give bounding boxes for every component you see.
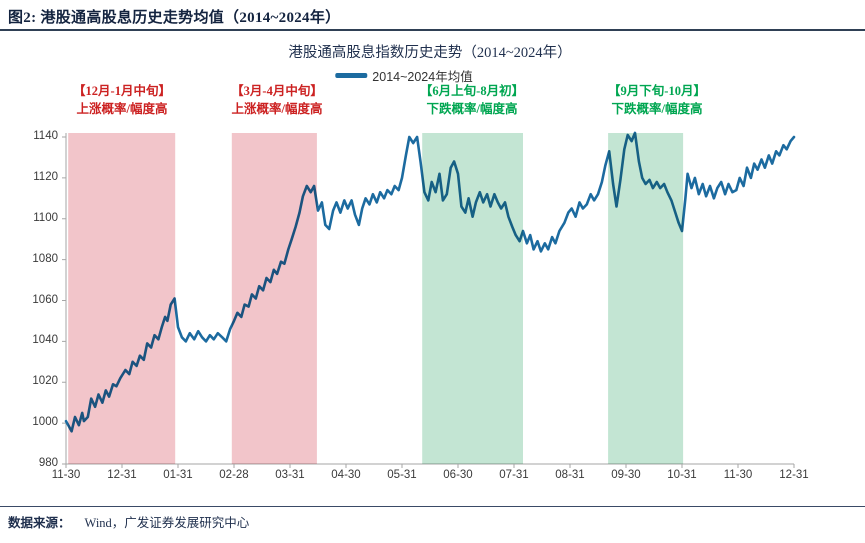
axis-frame (62, 133, 795, 468)
x-tick-label: 02-28 (219, 469, 249, 481)
annotation-period: 【3月-4月中旬】 (231, 84, 323, 98)
figure-title: 图2: 港股通高股息历史走势均值（2014~2024年） (8, 10, 341, 26)
y-tick-label: 1100 (33, 211, 58, 224)
annotation-note: 上涨概率/幅度高 (231, 102, 323, 116)
legend-line-swatch (335, 73, 368, 78)
annotation-fall-jun-aug: 【6月上旬-8月初】 下跌概率/幅度高 (420, 82, 524, 118)
shaded-band-fall (422, 133, 523, 464)
y-tick-label: 1000 (32, 416, 58, 429)
data-source: 数据来源： Wind，广发证券发展研究中心 (8, 512, 249, 531)
x-tick-label: 04-30 (331, 469, 361, 481)
x-tick-label: 08-31 (555, 469, 585, 481)
y-tick-label: 1060 (32, 293, 58, 306)
y-tick-label: 1140 (33, 130, 58, 142)
annotation-rise-mar-apr: 【3月-4月中旬】 上涨概率/幅度高 (231, 82, 323, 118)
y-tick-label: 1020 (32, 375, 58, 388)
y-tick-label: 1080 (32, 252, 58, 265)
legend-label: 2014~2024年均值 (372, 70, 473, 84)
x-tick-label: 11-30 (51, 469, 81, 481)
annotation-rise-dec-jan: 【12月-1月中旬】 上涨概率/幅度高 (73, 82, 171, 118)
x-tick-label: 09-30 (611, 469, 641, 481)
annotation-note: 下跌概率/幅度高 (611, 102, 703, 116)
x-tick-label: 12-31 (107, 469, 137, 481)
legend: 2014~2024年均值 (335, 66, 473, 85)
x-tick-label: 03-31 (275, 469, 305, 481)
x-tick-label: 06-30 (443, 469, 473, 481)
shaded-band-fall (608, 133, 684, 464)
annotation-period: 【9月下旬-10月】 (608, 84, 706, 98)
y-tick-label: 1040 (32, 334, 58, 347)
x-tick-label: 07-31 (499, 469, 529, 481)
footer-divider (0, 506, 865, 507)
shaded-band-rise (68, 133, 176, 464)
shaded-band-rise (231, 133, 317, 464)
x-tick-label: 12-31 (779, 469, 809, 481)
annotation-period: 【6月上旬-8月初】 (419, 84, 525, 98)
annotation-fall-sep-oct: 【9月下旬-10月】 下跌概率/幅度高 (608, 82, 706, 118)
y-tick-label: 980 (38, 457, 58, 469)
x-tick-label: 01-31 (163, 469, 193, 481)
x-tick-label: 05-31 (387, 469, 417, 481)
annotation-note: 上涨概率/幅度高 (76, 102, 168, 116)
data-source-text: Wind，广发证券发展研究中心 (84, 516, 250, 530)
chart-title: 港股通高股息指数历史走势（2014~2024年） (288, 45, 572, 61)
x-tick-label: 11-30 (723, 469, 753, 481)
y-tick-label: 1120 (33, 170, 58, 183)
data-source-prefix: 数据来源： (8, 516, 71, 530)
x-tick-label: 10-31 (667, 469, 697, 481)
annotation-note: 下跌概率/幅度高 (426, 102, 518, 116)
title-divider (0, 29, 865, 31)
annotation-period: 【12月-1月中旬】 (73, 84, 171, 98)
